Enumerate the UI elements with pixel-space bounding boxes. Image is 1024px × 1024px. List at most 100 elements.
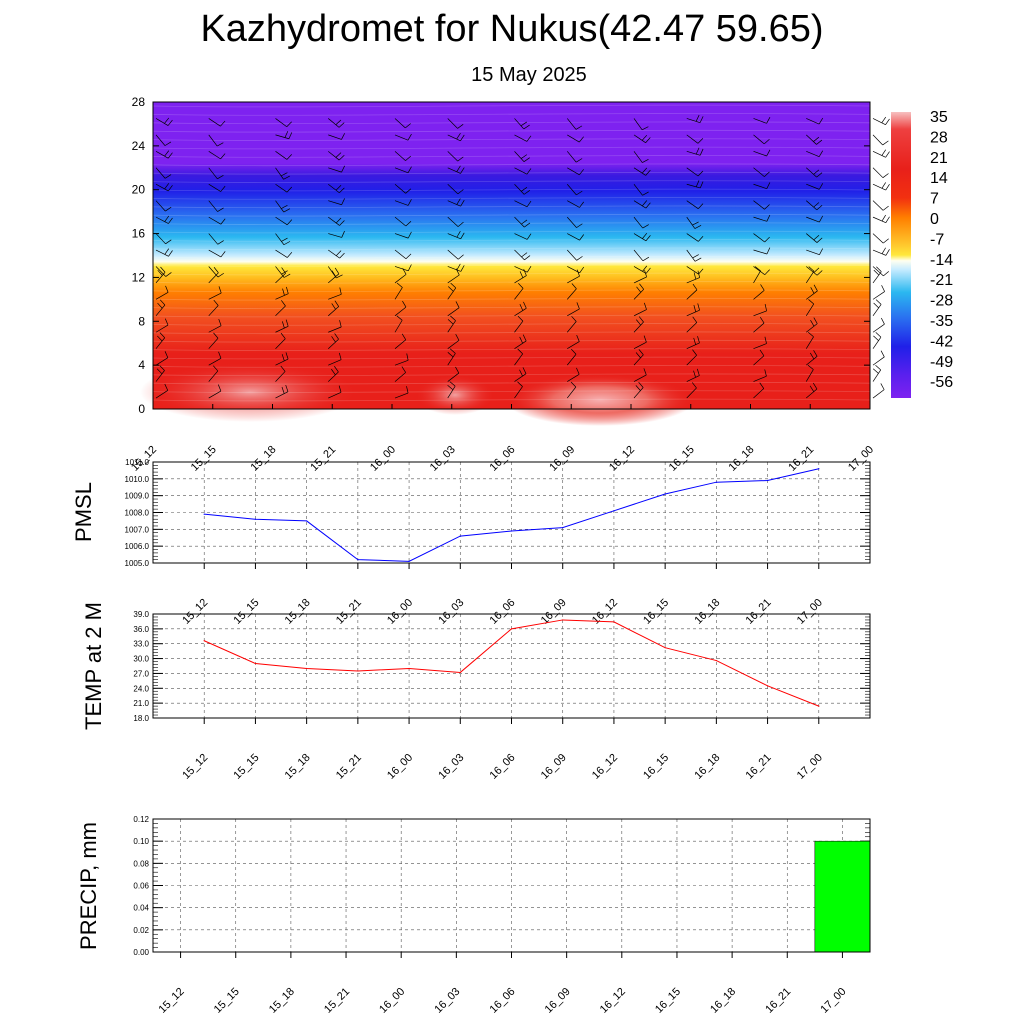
wind-barb xyxy=(394,282,403,300)
contour-line xyxy=(152,155,871,158)
x-tick-label: 15_21 xyxy=(322,986,352,1016)
contour-line xyxy=(152,197,871,200)
wind-barb xyxy=(208,183,226,192)
colorbar-label: -42 xyxy=(930,333,953,350)
wind-barb xyxy=(566,151,583,163)
y-tick-label: 21.0 xyxy=(133,699,149,708)
temperature-point xyxy=(203,640,205,642)
wind-barb xyxy=(686,216,702,229)
colorbar-label: 14 xyxy=(930,170,948,187)
wind-barb xyxy=(514,334,527,349)
wind-barb xyxy=(686,180,704,189)
wind-barb xyxy=(567,200,585,208)
x-tick-label: 16_18 xyxy=(708,986,738,1016)
wind-barb xyxy=(686,336,700,350)
wind-barb xyxy=(566,348,577,366)
y-tick-label: 28 xyxy=(132,95,146,109)
wind-barb xyxy=(275,118,292,128)
wind-barb xyxy=(686,349,697,366)
wind-barb xyxy=(872,266,882,284)
contour-line xyxy=(152,356,871,360)
wind-barb xyxy=(753,167,770,177)
wind-barb xyxy=(633,151,649,163)
wind-barb xyxy=(753,214,771,222)
wind-barb xyxy=(514,216,531,228)
wind-barb xyxy=(155,299,166,317)
wind-barb xyxy=(566,283,577,300)
wind-barb xyxy=(753,316,765,333)
colorbar-scale xyxy=(891,112,911,398)
y-tick-label: 1008.0 xyxy=(125,509,150,518)
colorbar-label: -7 xyxy=(930,231,944,248)
x-tick-label: 15_12 xyxy=(180,752,210,782)
contour-line xyxy=(152,239,871,242)
contour-line xyxy=(152,247,871,251)
wind-barb xyxy=(447,118,464,129)
wind-barb xyxy=(155,117,173,126)
wind-barb xyxy=(514,183,531,195)
x-tick-label: 17_00 xyxy=(795,597,825,627)
wind-barb xyxy=(447,151,464,162)
wind-barb xyxy=(208,318,222,333)
contour-line xyxy=(152,264,871,267)
wind-barb xyxy=(872,116,890,126)
x-tick-label: 16_03 xyxy=(428,444,458,474)
y-tick-label: 8 xyxy=(138,314,145,328)
wind-barb xyxy=(275,266,291,278)
x-tick-label: 16_06 xyxy=(488,752,518,782)
wind-barb xyxy=(872,233,889,244)
wind-barb xyxy=(275,183,293,193)
pmsl-point xyxy=(664,493,666,495)
contour-line xyxy=(152,339,871,343)
wind-barb xyxy=(394,353,409,366)
wind-barb xyxy=(328,333,339,349)
wind-barb xyxy=(872,214,890,224)
wind-barb xyxy=(328,352,342,366)
wind-barb xyxy=(633,167,651,176)
wind-barb xyxy=(208,151,226,160)
x-tick-label: 16_00 xyxy=(385,597,415,627)
wind-barb xyxy=(806,317,818,333)
pmsl-point xyxy=(254,518,257,520)
wind-barb xyxy=(208,249,226,258)
wind-barb xyxy=(753,382,765,399)
wind-barb xyxy=(394,386,409,399)
x-tick-label: 17_00 xyxy=(818,986,848,1016)
wind-barb xyxy=(447,301,460,317)
x-tick-label: 15_15 xyxy=(231,597,261,627)
wind-barb xyxy=(872,332,882,349)
wind-barb xyxy=(394,333,407,349)
x-tick-label: 16_06 xyxy=(488,986,518,1016)
wind-barb xyxy=(633,118,649,131)
x-tick-label: 16_18 xyxy=(692,597,722,627)
wind-barb xyxy=(753,303,767,317)
precip-bar xyxy=(814,840,871,953)
y-tick-label: 0.06 xyxy=(133,882,149,891)
x-tick-label: 16_03 xyxy=(436,752,466,782)
wind-barb xyxy=(633,302,647,317)
wind-barb xyxy=(872,247,890,256)
wind-barb xyxy=(208,216,226,225)
temperature-point xyxy=(510,628,513,630)
panel-frame xyxy=(152,613,871,719)
wind-barb xyxy=(394,249,412,260)
contour-line xyxy=(152,306,871,309)
wind-barb xyxy=(686,233,704,242)
wind-barb xyxy=(328,287,342,300)
wind-barb xyxy=(208,233,224,245)
wind-barb xyxy=(753,134,770,145)
wind-barb xyxy=(633,335,647,350)
wind-barb xyxy=(328,230,345,238)
pmsl-panel: 1005.0 1006.0 1007.0 1008.0 1009.0 1010.0 1011… xyxy=(71,458,871,627)
y-tick-label: 27.0 xyxy=(133,669,149,678)
contour-line xyxy=(152,297,871,301)
y-tick-label: 36.0 xyxy=(133,625,149,634)
y-tick-label: 1005.0 xyxy=(125,559,150,568)
wind-barb xyxy=(447,183,464,195)
wind-barb xyxy=(275,200,291,213)
y-tick-label: 0.00 xyxy=(133,948,149,957)
x-tick-label: 16_06 xyxy=(488,444,518,474)
wind-barb xyxy=(328,320,342,333)
wind-barb xyxy=(686,368,700,382)
contour-line xyxy=(152,255,871,259)
